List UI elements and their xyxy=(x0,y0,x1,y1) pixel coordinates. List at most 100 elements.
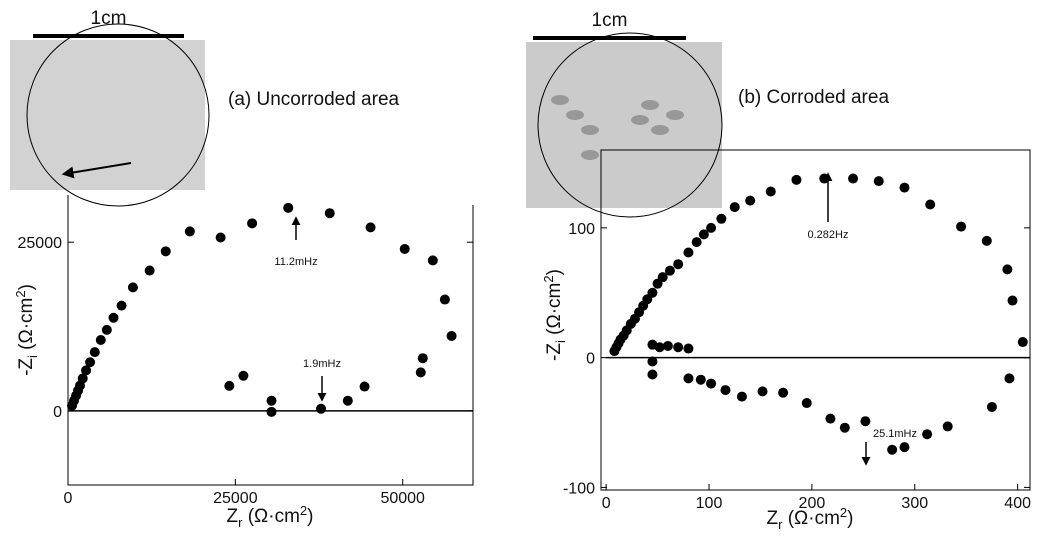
corrosion-spot xyxy=(581,150,599,160)
data-point xyxy=(116,300,127,311)
data-point xyxy=(887,444,898,455)
photo-arrow xyxy=(61,162,132,179)
data-point xyxy=(224,380,235,391)
data-point xyxy=(899,442,910,453)
annotation: 1.9mHz xyxy=(303,358,341,370)
annotation: 0.282Hz xyxy=(808,229,849,241)
data-point xyxy=(266,395,277,406)
data-point xyxy=(683,247,694,258)
y-axis-label-part: i xyxy=(553,340,568,343)
x-tick-label: 300 xyxy=(901,495,928,512)
data-point xyxy=(825,413,836,424)
data-point xyxy=(647,369,658,380)
data-point xyxy=(691,237,702,248)
data-point xyxy=(81,365,92,376)
plot-frame xyxy=(600,149,1031,491)
data-point xyxy=(706,222,717,233)
x-axis-label: Zr (Ω·cm2) xyxy=(767,505,854,532)
data-point xyxy=(673,342,684,353)
panel-label: (b) Corroded area xyxy=(738,87,889,108)
data-point xyxy=(359,381,370,392)
y-axis-label-part: -Z xyxy=(16,358,37,376)
data-point xyxy=(1002,264,1013,275)
data-point xyxy=(399,243,410,254)
data-point xyxy=(215,232,226,243)
data-point xyxy=(720,385,731,396)
data-point xyxy=(654,342,665,353)
data-point xyxy=(184,226,195,237)
y-axis-label: -Zi (Ω·cm2) xyxy=(541,269,568,361)
y-axis-label-part: ) xyxy=(16,284,37,290)
data-point xyxy=(745,195,756,206)
y-axis-label-part: (Ω·cm xyxy=(16,298,37,355)
data-point xyxy=(85,357,96,368)
data-point xyxy=(899,182,910,193)
y-tick-label: 0 xyxy=(586,351,595,368)
data-point xyxy=(1007,295,1018,306)
data-point xyxy=(729,202,740,213)
data-point xyxy=(860,416,871,427)
data-point xyxy=(647,356,658,367)
data-point xyxy=(778,387,789,398)
x-axis-label-part: r xyxy=(778,517,783,532)
x-axis-label: Zr (Ω·cm2) xyxy=(227,503,314,530)
corrosion-spot xyxy=(651,125,669,135)
x-axis-label-part: ) xyxy=(307,506,313,527)
x-tick-label: 100 xyxy=(696,495,723,512)
y-axis-label-part: (Ω·cm xyxy=(544,283,565,340)
data-point xyxy=(716,213,727,224)
data-point xyxy=(101,324,112,335)
data-point xyxy=(664,265,675,276)
data-point xyxy=(342,395,353,406)
data-point xyxy=(247,218,258,229)
data-point xyxy=(848,173,859,184)
x-axis-label-part: r xyxy=(238,515,243,530)
data-point xyxy=(160,246,171,257)
y-tick-label: 100 xyxy=(568,221,595,238)
x-axis-label-part: ) xyxy=(847,508,853,529)
data-point xyxy=(108,312,119,323)
x-tick-label: 200 xyxy=(799,495,826,512)
data-point xyxy=(673,259,684,270)
data-point xyxy=(801,398,812,409)
data-point xyxy=(839,422,850,433)
y-axis-label-part: 2 xyxy=(541,275,556,282)
corrosion-spot xyxy=(566,110,584,120)
data-point xyxy=(77,373,88,384)
data-point xyxy=(922,429,933,440)
y-axis-label-part: 2 xyxy=(13,290,28,297)
corrosion-spot xyxy=(581,125,599,135)
data-point xyxy=(706,378,717,389)
data-point xyxy=(765,186,776,197)
data-point xyxy=(695,374,706,385)
data-point xyxy=(657,272,668,283)
data-point xyxy=(89,347,100,358)
x-tick-label: 50000 xyxy=(380,490,425,507)
corrosion-spot xyxy=(666,110,684,120)
corrosion-spot xyxy=(551,95,569,105)
y-tick-label: -100 xyxy=(563,480,595,497)
data-point xyxy=(144,265,155,276)
plot-frame xyxy=(67,195,474,486)
data-point xyxy=(1017,337,1028,348)
y-axis-label-part: i xyxy=(25,355,40,358)
annotation: 25.1mHz xyxy=(873,428,917,440)
sample-photo xyxy=(526,42,722,208)
data-point xyxy=(439,294,450,305)
data-point xyxy=(757,386,768,397)
x-axis-label-part: 2 xyxy=(300,503,307,518)
corrosion-spot xyxy=(631,115,649,125)
x-tick-label: 400 xyxy=(1004,495,1031,512)
data-point xyxy=(791,174,802,185)
x-axis-label-part: Z xyxy=(767,508,779,529)
data-point xyxy=(647,287,658,298)
data-point xyxy=(981,235,992,246)
sample-circle xyxy=(537,32,723,218)
y-tick-label: 25000 xyxy=(18,235,63,252)
data-point xyxy=(266,406,277,417)
data-point xyxy=(283,202,294,213)
data-point xyxy=(873,176,884,187)
data-point xyxy=(365,222,376,233)
data-point xyxy=(238,370,249,381)
